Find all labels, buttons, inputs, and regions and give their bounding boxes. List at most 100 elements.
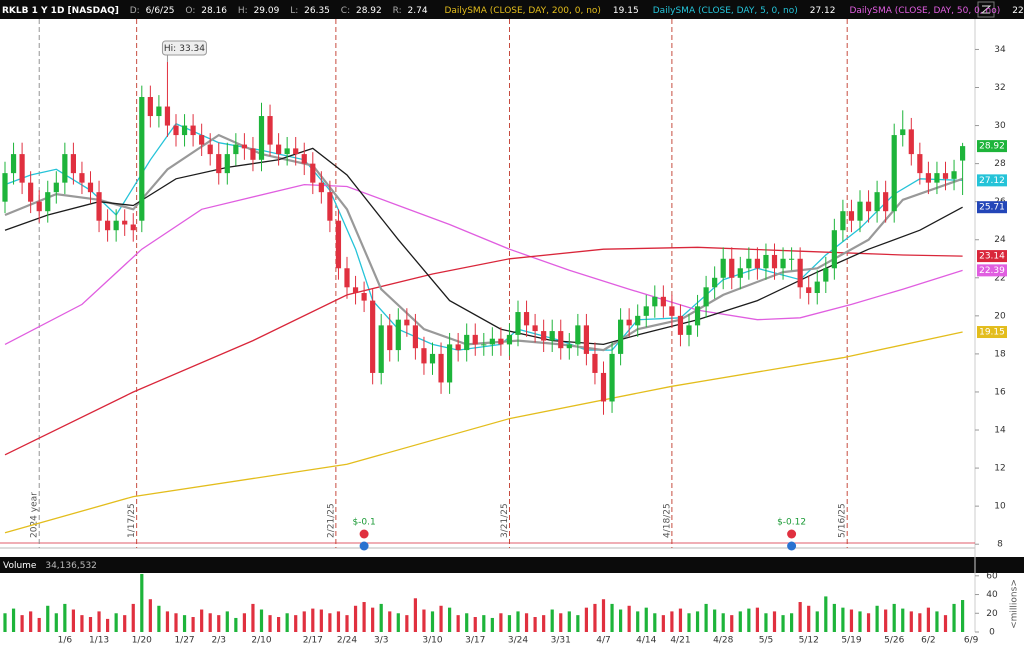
volume-bar <box>593 603 597 632</box>
x-tick-label: 1/27 <box>174 636 194 646</box>
volume-bar <box>413 598 417 632</box>
dividend-icon <box>359 541 369 551</box>
y-tick-label: 14 <box>994 426 1006 436</box>
volume-bar <box>943 615 948 632</box>
volume-bar <box>601 599 606 632</box>
price-tag <box>977 250 1007 263</box>
volume-bar <box>157 605 161 632</box>
volume-bar <box>832 603 836 632</box>
hi-callout: Hi: 33.34 <box>164 44 205 54</box>
low-value: 26.35 <box>304 6 330 16</box>
candle-body <box>592 353 598 373</box>
candle-body <box>883 192 889 212</box>
volume-bar <box>46 605 50 632</box>
volume-bar <box>114 613 118 632</box>
candle-body <box>515 312 521 335</box>
price-tag-label: 28.92 <box>979 142 1005 152</box>
candle-body <box>45 192 51 212</box>
x-tick-label: 5/12 <box>799 636 819 646</box>
volume-bar <box>704 603 708 632</box>
volume-header-bar <box>0 557 1024 573</box>
candle-body <box>771 254 778 269</box>
volume-title: Volume <box>3 561 37 571</box>
volume-bar <box>234 617 238 632</box>
candle-body <box>618 319 624 354</box>
y-tick-label: 28 <box>994 159 1006 169</box>
candle-body <box>301 154 307 164</box>
volume-bar <box>824 596 828 632</box>
candle-body <box>840 211 846 231</box>
volume-bar <box>174 613 178 632</box>
volume-bar <box>576 615 580 632</box>
candle-body <box>276 144 282 155</box>
volume-bar <box>961 600 965 632</box>
volume-bar <box>670 611 674 632</box>
volume-tick-label: 0 <box>989 628 995 638</box>
volume-bar <box>721 613 725 632</box>
candle-body <box>558 331 564 349</box>
symbol: RKLB 1 Y 1D [NASDAQ] <box>2 6 119 16</box>
volume-bar <box>123 615 127 632</box>
volume-bar <box>439 605 443 632</box>
candle-body <box>797 258 803 288</box>
candle-body <box>395 319 401 351</box>
volume-bar <box>747 608 751 632</box>
volume-bar <box>405 615 409 632</box>
candle-body <box>865 201 872 212</box>
candle-body <box>814 281 820 294</box>
candle-body <box>541 331 547 341</box>
x-tick-label: 2/3 <box>212 636 226 646</box>
candle-body <box>609 353 615 402</box>
low-label: L: <box>290 6 298 16</box>
volume-bar <box>396 613 400 632</box>
candle-body <box>139 97 145 221</box>
candle-body <box>635 315 641 326</box>
volume-bar <box>448 607 452 632</box>
volume-bar <box>755 607 759 632</box>
x-tick-label: 2/10 <box>251 636 271 646</box>
volume-bar <box>524 613 529 632</box>
volume-bar <box>88 617 93 632</box>
y-tick-label: 16 <box>994 387 1006 397</box>
candle-body <box>190 125 196 136</box>
study-value: 19.15 <box>613 6 639 16</box>
price-tag <box>977 140 1007 153</box>
price-tag <box>977 174 1007 187</box>
candle-body <box>79 173 85 183</box>
candle-body <box>848 211 855 221</box>
event-label: 2024 year <box>30 492 40 538</box>
candle-body <box>754 258 760 269</box>
y-tick-label: 12 <box>994 464 1005 474</box>
volume-bar <box>661 615 665 632</box>
candle-body <box>352 287 359 294</box>
volume-bar <box>140 573 144 632</box>
volume-bar <box>516 611 520 632</box>
settings-icon[interactable] <box>977 1 995 18</box>
volume-header: Volume 34,136,532 <box>3 561 97 571</box>
candle-body <box>694 306 701 326</box>
candle-body <box>831 230 837 269</box>
volume-bar <box>550 609 554 632</box>
volume-bar <box>379 603 383 632</box>
close-label: C: <box>341 6 350 16</box>
y-tick-label: 18 <box>994 349 1006 359</box>
volume-bar <box>892 603 896 632</box>
candle-body <box>429 353 436 364</box>
volume-bar <box>285 613 289 632</box>
event-label: 3/21/25 <box>500 503 510 538</box>
range-value: 2.74 <box>408 6 428 16</box>
volume-bar <box>3 613 7 632</box>
volume-bar <box>182 615 187 632</box>
volume-bar <box>798 602 802 632</box>
candle-body <box>652 296 658 307</box>
candle-body <box>96 192 102 221</box>
volume-bar <box>225 611 229 632</box>
candle-body <box>318 182 324 193</box>
candle-body <box>19 154 25 183</box>
hi-callout-box <box>161 40 207 56</box>
candle-body <box>489 338 495 345</box>
volume-bar <box>636 611 640 632</box>
candle-body <box>113 220 119 231</box>
